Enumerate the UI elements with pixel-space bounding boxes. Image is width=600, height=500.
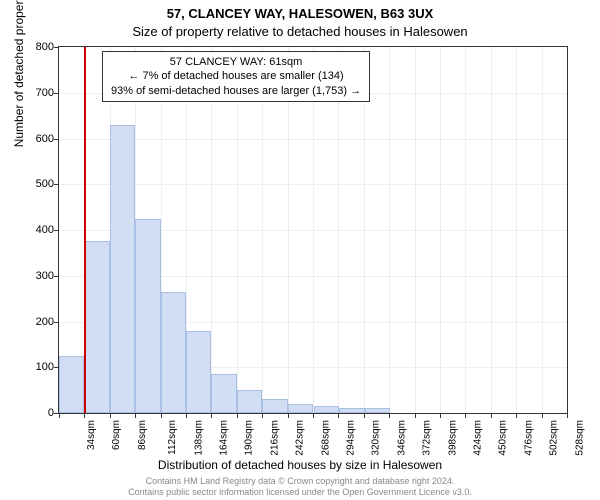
xtick-mark (389, 413, 390, 418)
ytick-mark (54, 322, 59, 323)
ytick-label: 0 (14, 407, 54, 419)
footer-attribution: Contains HM Land Registry data © Crown c… (0, 476, 600, 498)
histogram-bar (110, 125, 135, 413)
ytick-label: 400 (14, 224, 54, 236)
chart-title-sub: Size of property relative to detached ho… (0, 24, 600, 39)
gridline-v (491, 47, 492, 413)
ytick-mark (54, 47, 59, 48)
annotation-line-2: ← 7% of detached houses are smaller (134… (111, 69, 361, 83)
ytick-label: 700 (14, 87, 54, 99)
xtick-label: 320sqm (371, 420, 382, 456)
xtick-label: 398sqm (447, 420, 458, 456)
ytick-label: 500 (14, 178, 54, 190)
plot-area: 57 CLANCEY WAY: 61sqm← 7% of detached ho… (58, 46, 568, 414)
histogram-bar (161, 292, 186, 413)
xtick-label: 294sqm (346, 420, 357, 456)
footer-line-1: Contains HM Land Registry data © Crown c… (146, 476, 455, 486)
xtick-label: 60sqm (111, 420, 122, 450)
ytick-mark (54, 139, 59, 140)
xtick-mark (237, 413, 238, 418)
ytick-mark (54, 276, 59, 277)
xtick-mark (415, 413, 416, 418)
xtick-mark (59, 413, 60, 418)
gridline-v (313, 47, 314, 413)
gridline-v (288, 47, 289, 413)
xtick-mark (288, 413, 289, 418)
xtick-label: 450sqm (498, 420, 509, 456)
xtick-mark (313, 413, 314, 418)
annotation-line-1: 57 CLANCEY WAY: 61sqm (111, 55, 361, 69)
gridline-v (389, 47, 390, 413)
xtick-label: 138sqm (193, 420, 204, 456)
histogram-bar (365, 408, 390, 413)
xtick-mark (542, 413, 543, 418)
xtick-label: 164sqm (219, 420, 230, 456)
xtick-mark (262, 413, 263, 418)
ytick-label: 100 (14, 361, 54, 373)
ytick-label: 200 (14, 316, 54, 328)
xtick-label: 528sqm (574, 420, 585, 456)
chart-container: 57, CLANCEY WAY, HALESOWEN, B63 3UX Size… (0, 0, 600, 500)
histogram-bar (211, 374, 236, 413)
xtick-mark (516, 413, 517, 418)
gridline-v (211, 47, 212, 413)
xtick-mark (440, 413, 441, 418)
histogram-bar (135, 219, 160, 413)
chart-title-main: 57, CLANCEY WAY, HALESOWEN, B63 3UX (0, 6, 600, 21)
gridline-v (415, 47, 416, 413)
histogram-bar (314, 406, 339, 413)
gridline-v (338, 47, 339, 413)
histogram-bar (339, 408, 364, 413)
xtick-mark (186, 413, 187, 418)
ytick-mark (54, 184, 59, 185)
marker-line (84, 47, 86, 413)
gridline-v (440, 47, 441, 413)
xtick-mark (211, 413, 212, 418)
xtick-label: 86sqm (137, 420, 148, 450)
xtick-label: 34sqm (86, 420, 97, 450)
xtick-mark (84, 413, 85, 418)
xtick-label: 372sqm (422, 420, 433, 456)
xtick-mark (338, 413, 339, 418)
annotation-box: 57 CLANCEY WAY: 61sqm← 7% of detached ho… (102, 51, 370, 102)
x-axis-label: Distribution of detached houses by size … (0, 458, 600, 472)
histogram-bar (84, 241, 109, 413)
xtick-label: 346sqm (396, 420, 407, 456)
xtick-label: 112sqm (167, 420, 178, 455)
ytick-mark (54, 230, 59, 231)
gridline-v (465, 47, 466, 413)
xtick-mark (110, 413, 111, 418)
histogram-bar (186, 331, 211, 413)
histogram-bar (59, 356, 84, 413)
xtick-label: 502sqm (549, 420, 560, 456)
ytick-label: 800 (14, 41, 54, 53)
footer-line-2: Contains public sector information licen… (128, 487, 472, 497)
histogram-bar (262, 399, 287, 413)
histogram-bar (237, 390, 262, 413)
xtick-mark (135, 413, 136, 418)
ytick-label: 600 (14, 133, 54, 145)
annotation-line-3: 93% of semi-detached houses are larger (… (111, 84, 361, 98)
gridline-v (542, 47, 543, 413)
gridline-v (364, 47, 365, 413)
xtick-label: 424sqm (473, 420, 484, 456)
xtick-mark (465, 413, 466, 418)
ytick-mark (54, 93, 59, 94)
xtick-label: 476sqm (523, 420, 534, 456)
ytick-label: 300 (14, 270, 54, 282)
xtick-mark (491, 413, 492, 418)
xtick-label: 190sqm (244, 420, 255, 456)
xtick-label: 268sqm (320, 420, 331, 456)
xtick-mark (567, 413, 568, 418)
xtick-label: 216sqm (269, 420, 280, 456)
gridline-v (262, 47, 263, 413)
gridline-v (237, 47, 238, 413)
xtick-mark (364, 413, 365, 418)
xtick-label: 242sqm (295, 420, 306, 456)
xtick-mark (161, 413, 162, 418)
histogram-bar (288, 404, 313, 413)
y-axis-label: Number of detached properties (12, 0, 26, 147)
gridline-v (516, 47, 517, 413)
